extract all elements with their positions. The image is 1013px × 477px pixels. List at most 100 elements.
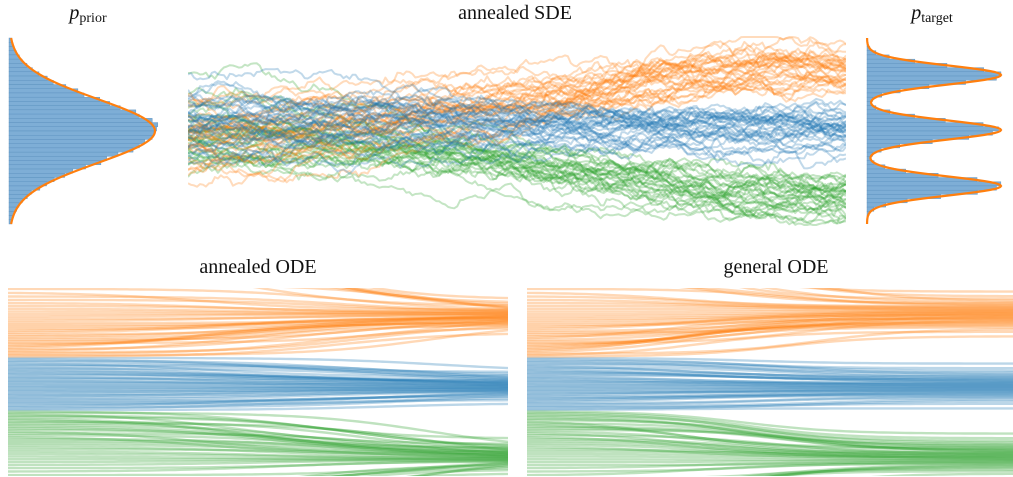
sde-trajectory xyxy=(188,105,846,156)
ode-trajectory xyxy=(527,434,1013,455)
target-histogram xyxy=(865,37,1003,225)
ode-trajectory xyxy=(8,434,508,455)
ode-trajectory xyxy=(527,370,1013,381)
ode-trajectory xyxy=(8,329,508,357)
ode-trajectory xyxy=(8,315,508,329)
ode-trajectory xyxy=(527,309,1013,313)
ode-trajectory xyxy=(8,356,508,370)
ode-trajectory xyxy=(527,378,1013,385)
histogram-bar xyxy=(8,181,47,187)
sde-trajectory xyxy=(188,147,846,196)
ode-trajectory xyxy=(326,462,508,476)
prior-title-sub: prior xyxy=(79,11,107,26)
ode-trajectory xyxy=(527,402,1013,410)
sde-trajectory xyxy=(188,110,846,157)
sde-trajectory xyxy=(188,46,846,153)
ode-trajectory xyxy=(527,423,1013,451)
sde-trajectory xyxy=(188,64,846,156)
sde-trajectory xyxy=(188,102,846,206)
ode-trajectory xyxy=(527,359,1013,372)
ode-trajectory xyxy=(527,392,1013,401)
ode-trajectory xyxy=(527,410,1013,435)
ode-trajectory xyxy=(527,443,1013,458)
ode-trajectory xyxy=(527,398,1013,407)
ode-trajectory xyxy=(410,465,508,476)
ode-trajectory xyxy=(808,288,1013,298)
ode-trajectory xyxy=(8,425,508,453)
sde-trajectory xyxy=(188,40,846,106)
ode-trajectory xyxy=(8,327,508,355)
ode-trajectory xyxy=(527,326,1013,354)
ode-trajectory xyxy=(8,318,508,340)
ode-trajectory xyxy=(8,365,508,380)
sde-trajectory xyxy=(188,137,846,205)
sde-trajectory xyxy=(188,81,846,139)
histogram-bar xyxy=(8,96,100,102)
sde-trajectory xyxy=(188,104,846,150)
sde-trajectory xyxy=(188,102,846,141)
ode-trajectory xyxy=(8,307,508,314)
sde-trajectory xyxy=(188,117,846,202)
ode-trajectory xyxy=(527,361,1013,374)
ode-trajectory xyxy=(763,470,1013,476)
ode-trajectory xyxy=(8,304,508,314)
ode-trajectory xyxy=(8,370,508,383)
sde-trajectory xyxy=(188,101,846,134)
sde-trajectory xyxy=(188,73,846,128)
sde-trajectory xyxy=(188,56,846,178)
sde-trajectory xyxy=(188,93,846,200)
ode-trajectory xyxy=(8,439,508,457)
histogram-bar xyxy=(8,122,159,127)
histogram-bar xyxy=(866,71,1002,77)
sde-trajectory xyxy=(188,118,846,146)
ode-trajectory xyxy=(527,417,1013,447)
sde-trajectories-plot xyxy=(188,36,846,226)
ode-trajectory xyxy=(527,407,1013,412)
sde-trajectory xyxy=(188,78,846,153)
ode-trajectory xyxy=(527,427,1013,452)
ode-trajectory xyxy=(527,315,1013,334)
histogram-bar xyxy=(8,168,74,174)
sde-trajectory xyxy=(188,82,846,146)
sde-trajectory xyxy=(188,127,846,196)
ode-trajectory xyxy=(527,379,1013,386)
ode-trajectory xyxy=(527,362,1013,376)
sde-trajectory xyxy=(188,111,846,144)
ode-trajectory xyxy=(527,304,1013,311)
ode-trajectory xyxy=(8,317,508,336)
ode-trajectory xyxy=(527,461,1013,470)
histogram-bar xyxy=(8,113,140,119)
sde-trajectory xyxy=(188,103,846,145)
ode-trajectory xyxy=(527,390,1013,397)
ode-trajectory xyxy=(8,422,508,451)
ode-trajectory xyxy=(8,459,508,470)
ode-trajectory xyxy=(527,310,1013,318)
sde-trajectory xyxy=(188,36,846,188)
ode-trajectory xyxy=(527,317,1013,338)
sde-trajectory xyxy=(188,99,846,136)
sde-trajectory xyxy=(188,145,846,187)
sde-trajectory xyxy=(188,55,846,169)
ode-trajectory xyxy=(527,382,1013,387)
target-title-sub: target xyxy=(921,11,953,26)
sde-trajectory xyxy=(188,62,846,149)
ode-trajectory xyxy=(328,288,508,308)
ode-trajectory xyxy=(740,468,1013,476)
ode-trajectory xyxy=(527,387,1013,391)
ode-trajectory xyxy=(8,316,508,333)
ode-trajectory xyxy=(527,461,1013,473)
ode-trajectory xyxy=(527,391,1013,399)
density-curve xyxy=(10,37,157,225)
ode-trajectory xyxy=(8,394,508,406)
ode-trajectory xyxy=(340,288,508,309)
ode-trajectory xyxy=(527,328,1013,355)
prior-title-p: p xyxy=(69,2,80,24)
histogram-bar xyxy=(8,156,107,161)
ode-trajectory xyxy=(8,369,508,382)
ode-trajectory xyxy=(8,391,508,401)
histogram-bar xyxy=(8,118,153,123)
ode-trajectory xyxy=(8,313,508,318)
ode-trajectory xyxy=(8,448,508,459)
sde-trajectory xyxy=(188,124,846,163)
histogram-bar xyxy=(866,181,1002,187)
